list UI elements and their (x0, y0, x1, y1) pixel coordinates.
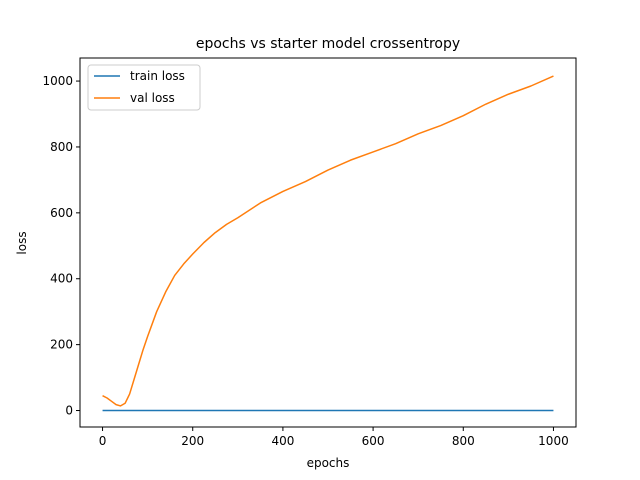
chart-title: epochs vs starter model crossentropy (196, 36, 460, 52)
legend-label-0: train loss (130, 69, 185, 83)
x-axis-label: epochs (307, 456, 350, 470)
plot-lines (102, 75, 554, 412)
x-tick-label: 800 (452, 434, 475, 448)
x-tick-label: 0 (99, 434, 107, 448)
y-tick-label: 600 (50, 206, 73, 220)
y-tick-label: 200 (50, 338, 73, 352)
y-tick-label: 400 (50, 272, 73, 286)
plot-frame (79, 57, 577, 428)
legend-label-1: val loss (130, 91, 175, 105)
x-tick-label: 600 (362, 434, 385, 448)
legend: train loss val loss (87, 64, 201, 111)
x-ticks: 0 200 400 600 800 1000 (99, 427, 569, 448)
y-tick-label: 800 (50, 140, 73, 154)
x-tick-label: 1000 (538, 434, 569, 448)
y-axis-label: loss (15, 231, 29, 254)
y-tick-label: 1000 (42, 74, 73, 88)
y-tick-label: 0 (65, 404, 73, 418)
x-tick-label: 400 (271, 434, 294, 448)
y-ticks: 0 200 400 600 800 1000 (42, 74, 80, 418)
series-line-1 (102, 75, 554, 407)
x-tick-label: 200 (181, 434, 204, 448)
